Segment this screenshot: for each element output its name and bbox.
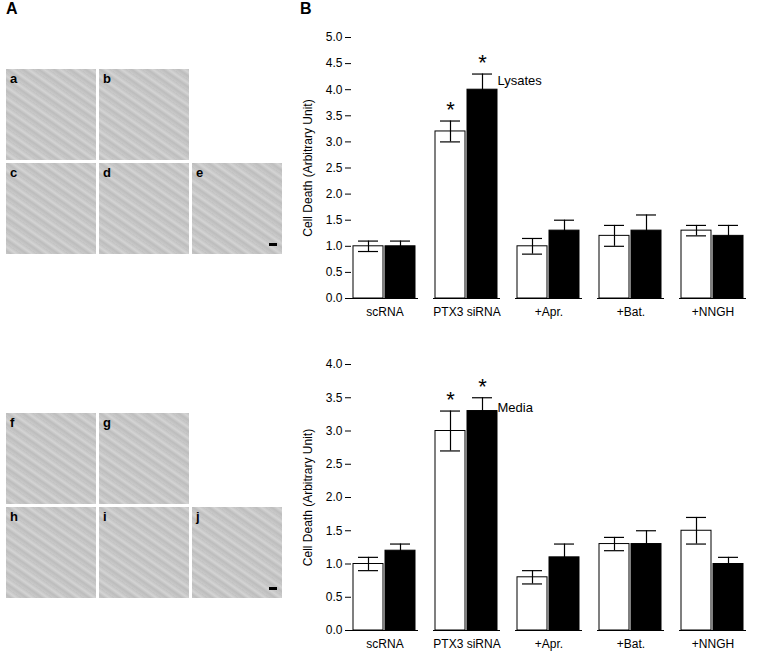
svg-text:+Apr.: +Apr.	[535, 637, 563, 651]
svg-text:1.0: 1.0	[326, 239, 343, 253]
svg-text:3.5: 3.5	[326, 391, 343, 405]
html-text:h: h	[10, 509, 18, 524]
html-text:a: a	[10, 71, 18, 86]
svg-text:Media: Media	[498, 400, 534, 415]
svg-text:+Apr.: +Apr.	[535, 305, 563, 319]
html-text:e: e	[196, 165, 204, 180]
svg-text:0.0: 0.0	[326, 291, 343, 305]
svg-text:*: *	[478, 374, 487, 399]
svg-text:3.5: 3.5	[326, 109, 343, 123]
svg-text:2.5: 2.5	[326, 457, 343, 471]
svg-text:*: *	[446, 97, 455, 122]
html-text:j: j	[196, 509, 200, 524]
svg-text:4.0: 4.0	[326, 357, 343, 371]
svg-text:1.0: 1.0	[326, 557, 343, 571]
svg-text:0.0: 0.0	[326, 623, 343, 637]
html-text:B: B	[300, 0, 312, 17]
svg-text:3.0: 3.0	[326, 424, 343, 438]
svg-text:Lysates: Lysates	[498, 73, 543, 88]
svg-text:PTX3 siRNA: PTX3 siRNA	[433, 305, 500, 319]
html-text:A: A	[6, 0, 18, 17]
svg-text:*: *	[446, 387, 455, 412]
svg-text:scRNA: scRNA	[366, 637, 403, 651]
html-text:d: d	[103, 165, 111, 180]
svg-text:scRNA: scRNA	[366, 305, 403, 319]
svg-text:2.0: 2.0	[326, 490, 343, 504]
html-text:i: i	[103, 509, 107, 524]
svg-text:5.0: 5.0	[326, 30, 343, 44]
svg-text:0.5: 0.5	[326, 590, 343, 604]
svg-text:*: *	[478, 50, 487, 75]
svg-text:+Bat.: +Bat.	[617, 637, 645, 651]
svg-text:Cell Death (Arbitrary Unit): Cell Death (Arbitrary Unit)	[301, 429, 315, 566]
svg-text:1.5: 1.5	[326, 524, 343, 538]
svg-text:+NNGH: +NNGH	[692, 637, 734, 651]
html-text:f: f	[10, 415, 15, 430]
svg-text:Cell Death (Arbitrary Unit): Cell Death (Arbitrary Unit)	[301, 99, 315, 236]
svg-text:2.0: 2.0	[326, 187, 343, 201]
svg-text:2.5: 2.5	[326, 161, 343, 175]
svg-text:3.0: 3.0	[326, 135, 343, 149]
svg-text:4.5: 4.5	[326, 56, 343, 70]
svg-text:+Bat.: +Bat.	[617, 305, 645, 319]
svg-text:PTX3 siRNA: PTX3 siRNA	[433, 637, 500, 651]
html-text:b: b	[103, 71, 111, 86]
html-text:c: c	[10, 165, 18, 180]
svg-text:1.5: 1.5	[326, 213, 343, 227]
svg-text:0.5: 0.5	[326, 265, 343, 279]
html-text:g: g	[103, 415, 111, 430]
svg-text:+NNGH: +NNGH	[692, 305, 734, 319]
svg-text:4.0: 4.0	[326, 83, 343, 97]
